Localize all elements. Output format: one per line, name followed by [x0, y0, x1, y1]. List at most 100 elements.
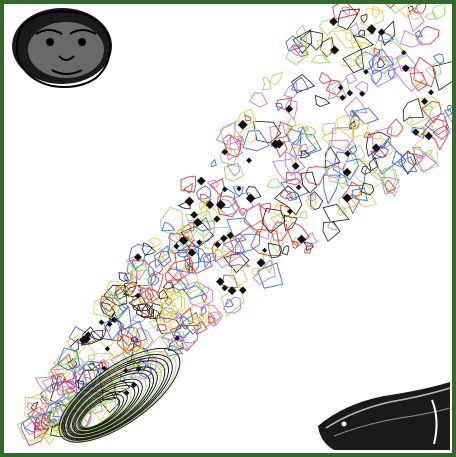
contour-segment	[331, 126, 354, 152]
diamond-marker	[400, 49, 407, 56]
primate-head-sketch-icon	[12, 8, 112, 88]
contour-segment	[360, 165, 372, 175]
contour-segment	[212, 249, 225, 258]
contour-segment	[219, 185, 236, 209]
contour-segment	[297, 143, 309, 155]
contour-segment	[26, 394, 50, 408]
contour-segment	[432, 61, 452, 91]
contour-segment	[323, 161, 341, 178]
diamond-marker	[424, 131, 433, 141]
contour-segment	[162, 287, 179, 303]
contour-segment	[386, 118, 404, 137]
contour-segment	[358, 191, 378, 208]
contour-segment	[209, 178, 225, 196]
contour-segment	[230, 267, 248, 286]
contour-segment	[167, 334, 189, 352]
contour-segment	[157, 250, 172, 268]
contour-segment	[371, 126, 393, 149]
contour-segment	[47, 356, 69, 382]
contour-segment	[141, 242, 157, 256]
contour-swirl	[65, 363, 162, 439]
contour-swirl	[69, 372, 151, 436]
contour-segment	[380, 176, 400, 195]
contour-segment	[304, 125, 317, 138]
contour-segment	[385, 4, 395, 10]
contour-segment	[81, 326, 104, 346]
contour-segment	[342, 48, 365, 74]
contour-segment	[175, 311, 184, 319]
contour-swirl	[78, 394, 125, 430]
diamond-marker	[101, 365, 107, 372]
contour-segment	[447, 104, 452, 112]
contour-segment	[179, 315, 191, 330]
diamond-marker	[78, 335, 88, 345]
contour-segment	[409, 71, 428, 92]
contour-segment	[200, 306, 207, 318]
diamond-marker	[213, 215, 221, 223]
contour-segment	[232, 186, 244, 198]
contour-segment	[215, 121, 245, 145]
contour-segment	[45, 401, 66, 429]
contour-segment	[16, 412, 48, 442]
contour-segment	[36, 430, 52, 440]
contour-segment	[172, 264, 201, 294]
contour-segment	[47, 418, 59, 429]
contour-segment	[273, 200, 294, 223]
contour-segment	[22, 415, 41, 433]
contour-segment	[166, 258, 191, 282]
contour-segment	[396, 52, 417, 72]
contour-segment	[325, 79, 344, 96]
diamond-marker	[226, 231, 235, 240]
contour-segment	[250, 228, 282, 257]
contour-segment	[176, 229, 191, 249]
contour-segment	[180, 175, 197, 193]
contour-segment	[27, 409, 52, 432]
contour-segment	[322, 174, 341, 205]
contour-segment	[229, 135, 243, 151]
contour-segment	[392, 4, 411, 18]
contour-segment	[99, 295, 115, 313]
contour-segment	[355, 51, 374, 72]
contour-swirl	[81, 400, 117, 428]
contour-segment	[160, 206, 184, 237]
contour-segment	[46, 421, 61, 432]
diamond-marker	[401, 64, 410, 73]
contour-segment	[128, 295, 151, 312]
contour-segment	[162, 281, 174, 290]
contour-segment	[44, 399, 72, 426]
contour-segment	[316, 36, 333, 61]
contour-segment	[116, 305, 132, 330]
contour-segment	[397, 156, 418, 173]
contour-segment	[160, 330, 186, 342]
contour-segment	[285, 35, 305, 52]
contour-segment	[419, 96, 441, 111]
contour-segment	[269, 232, 284, 253]
diamond-marker	[123, 367, 129, 374]
diamond-marker	[371, 143, 381, 153]
contour-segment	[406, 152, 424, 165]
contour-segment	[157, 312, 176, 329]
diamond-marker	[291, 162, 300, 170]
contour-segment	[391, 65, 426, 92]
contour-segment	[322, 221, 341, 242]
contour-segment	[148, 320, 159, 329]
contour-segment	[416, 25, 440, 45]
contour-segment	[343, 96, 368, 122]
diamond-marker	[330, 45, 340, 55]
contour-segment	[202, 226, 232, 251]
contour-segment	[324, 146, 341, 169]
contour-segment	[158, 288, 169, 300]
diamond-marker	[286, 208, 293, 215]
contour-segment	[121, 333, 137, 352]
contour-segment	[380, 38, 406, 68]
contour-segment	[23, 420, 41, 435]
contour-segment	[296, 126, 309, 134]
contour-segment	[131, 313, 146, 324]
contour-segment	[169, 233, 195, 254]
diamond-marker	[342, 167, 352, 177]
contour-segment	[371, 55, 395, 75]
contour-segment	[358, 29, 365, 37]
diamond-marker	[428, 89, 435, 96]
contour-segment	[401, 150, 417, 175]
diamond-marker	[104, 346, 111, 352]
